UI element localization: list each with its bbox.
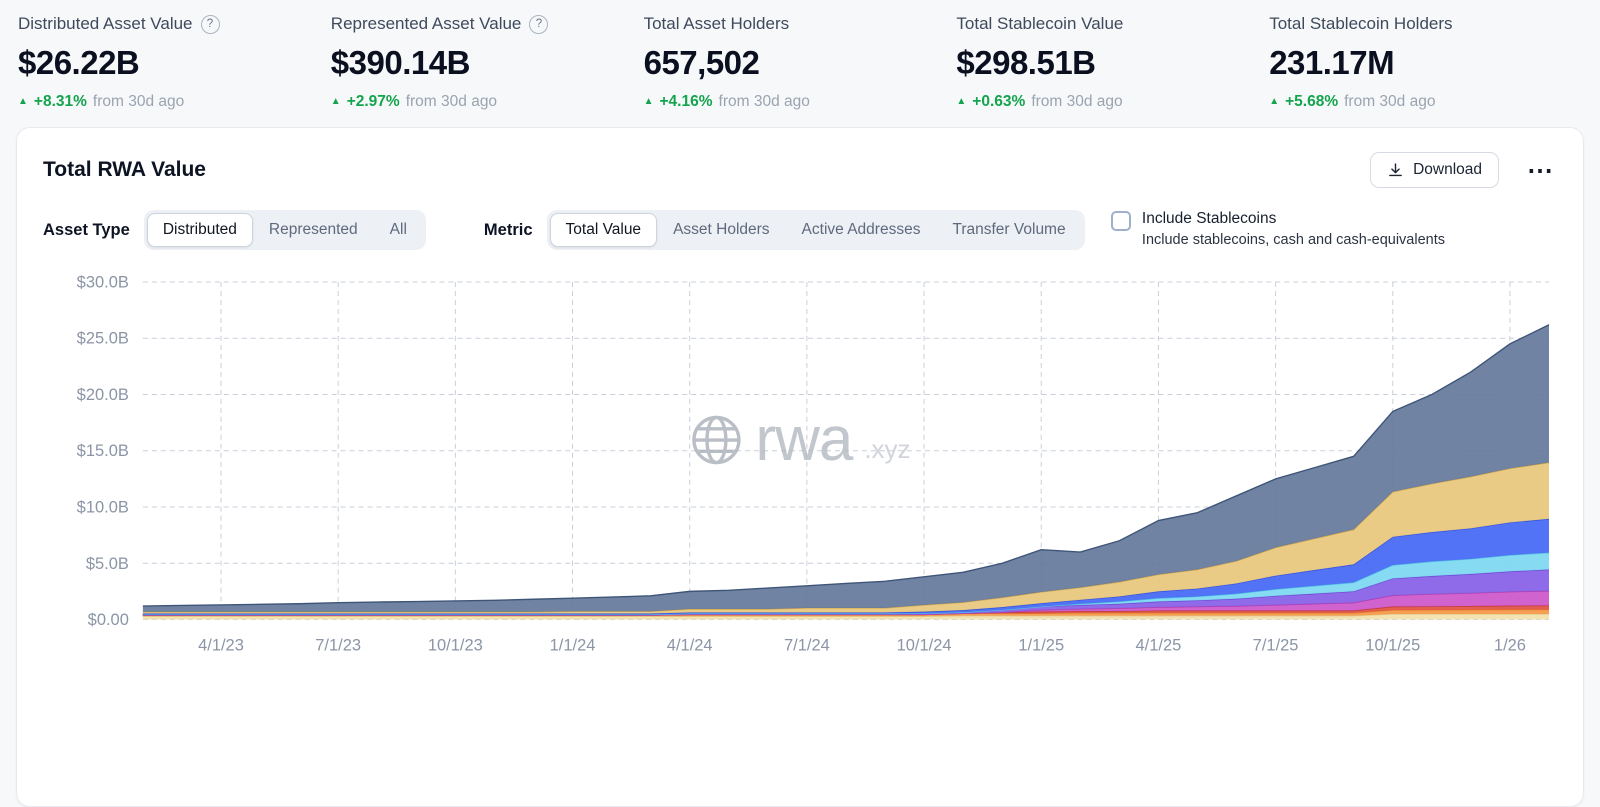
svg-text:7/1/25: 7/1/25 bbox=[1253, 636, 1299, 654]
more-options-button[interactable]: ⋯ bbox=[1523, 157, 1557, 183]
stat-value: 657,502 bbox=[643, 44, 760, 81]
stat-label: Represented Asset Value bbox=[330, 14, 522, 33]
svg-text:$5.0B: $5.0B bbox=[86, 555, 129, 573]
stat-label: Total Stablecoin Value bbox=[956, 14, 1124, 33]
delta-suffix: from 30d ago bbox=[718, 93, 810, 110]
metric-option-total-value[interactable]: Total Value bbox=[549, 213, 658, 247]
help-icon[interactable]: ? bbox=[200, 14, 220, 34]
delta-value: +4.16% bbox=[659, 93, 713, 110]
card-title: Total RWA Value bbox=[43, 158, 206, 181]
svg-text:4/1/24: 4/1/24 bbox=[667, 636, 713, 654]
stacked-area-chart[interactable]: $0.00 $5.0B $10.0B $15.0B $20.0B $25.0B $30.0B… bbox=[43, 268, 1557, 667]
metric-option-asset-holders[interactable]: Asset Holders bbox=[673, 221, 770, 238]
svg-text:1/26: 1/26 bbox=[1494, 636, 1526, 654]
stat-value: 231.17M bbox=[1269, 44, 1395, 81]
rwa-value-chart[interactable]: $0.00 $5.0B $10.0B $15.0B $20.0B $25.0B $30.0B… bbox=[43, 268, 1557, 667]
metric-segmented-control: Total Value Asset Holders Active Address… bbox=[546, 210, 1085, 250]
stat-distributed-asset-value: Distributed Asset Value ? $26.22B ▲ +8.3… bbox=[18, 14, 331, 111]
include-stablecoins-group: Include Stablecoins Include stablecoins,… bbox=[1110, 210, 1445, 248]
up-triangle-icon: ▲ bbox=[18, 96, 28, 107]
include-stablecoins-label[interactable]: Include Stablecoins bbox=[1141, 210, 1277, 227]
svg-text:10/1/23: 10/1/23 bbox=[428, 636, 483, 654]
delta-value: +0.63% bbox=[972, 93, 1026, 110]
card-header: Total RWA Value Download ⋯ bbox=[43, 152, 1557, 188]
stat-label: Total Asset Holders bbox=[643, 14, 790, 33]
asset-type-label: Asset Type bbox=[43, 220, 130, 239]
delta-suffix: from 30d ago bbox=[405, 93, 498, 110]
stat-delta: ▲ +2.97% from 30d ago bbox=[331, 93, 634, 111]
svg-text:10/1/25: 10/1/25 bbox=[1365, 636, 1420, 654]
svg-text:$10.0B: $10.0B bbox=[77, 499, 129, 517]
stat-delta: ▲ +5.68% from 30d ago bbox=[1269, 93, 1572, 111]
stat-value: $390.14B bbox=[330, 44, 471, 81]
svg-text:7/1/23: 7/1/23 bbox=[315, 636, 361, 654]
asset-type-segmented-control: Distributed Represented All bbox=[143, 210, 426, 250]
stat-value: $26.22B bbox=[18, 44, 140, 81]
stat-total-stablecoin-value: Total Stablecoin Value $298.51B ▲ +0.63%… bbox=[956, 14, 1269, 111]
delta-value: +5.68% bbox=[1285, 93, 1339, 110]
stat-value: $298.51B bbox=[956, 44, 1096, 81]
delta-suffix: from 30d ago bbox=[1344, 93, 1436, 110]
stat-total-asset-holders: Total Asset Holders 657,502 ▲ +4.16% fro… bbox=[644, 14, 957, 111]
up-triangle-icon: ▲ bbox=[330, 96, 341, 107]
svg-text:$15.0B: $15.0B bbox=[77, 442, 129, 460]
include-stablecoins-sublabel: Include stablecoins, cash and cash-equiv… bbox=[1141, 232, 1445, 248]
delta-value: +8.31% bbox=[33, 93, 87, 110]
download-icon bbox=[1389, 162, 1402, 176]
asset-type-option-all[interactable]: All bbox=[389, 221, 407, 238]
metric-option-active-addresses[interactable]: Active Addresses bbox=[801, 221, 921, 238]
help-icon[interactable]: ? bbox=[529, 14, 549, 34]
asset-type-filter-group: Asset Type Distributed Represented All bbox=[43, 210, 426, 250]
stats-row: Distributed Asset Value ? $26.22B ▲ +8.3… bbox=[0, 0, 1600, 111]
metric-label: Metric bbox=[483, 220, 533, 239]
svg-text:1/1/24: 1/1/24 bbox=[550, 636, 596, 654]
download-button[interactable]: Download bbox=[1370, 152, 1499, 188]
up-triangle-icon: ▲ bbox=[643, 96, 654, 107]
stat-label: Total Stablecoin Holders bbox=[1269, 14, 1453, 33]
delta-value: +2.97% bbox=[346, 93, 400, 110]
total-rwa-value-card: Total RWA Value Download ⋯ Asset Type Di… bbox=[16, 127, 1584, 807]
stat-delta: ▲ +0.63% from 30d ago bbox=[956, 93, 1259, 111]
stat-delta: ▲ +4.16% from 30d ago bbox=[644, 93, 947, 111]
svg-text:10/1/24: 10/1/24 bbox=[897, 636, 952, 654]
svg-text:$25.0B: $25.0B bbox=[77, 330, 129, 348]
stat-total-stablecoin-holders: Total Stablecoin Holders 231.17M ▲ +5.68… bbox=[1269, 14, 1582, 111]
asset-type-option-represented[interactable]: Represented bbox=[268, 221, 358, 238]
download-label: Download bbox=[1413, 161, 1482, 178]
stat-label: Distributed Asset Value bbox=[18, 14, 193, 33]
svg-text:4/1/25: 4/1/25 bbox=[1136, 636, 1182, 654]
svg-text:7/1/24: 7/1/24 bbox=[784, 636, 830, 654]
metric-option-transfer-volume[interactable]: Transfer Volume bbox=[952, 221, 1066, 238]
svg-text:$30.0B: $30.0B bbox=[77, 273, 129, 291]
svg-text:4/1/23: 4/1/23 bbox=[198, 636, 244, 654]
filter-row: Asset Type Distributed Represented All M… bbox=[43, 210, 1557, 250]
delta-suffix: from 30d ago bbox=[1031, 93, 1123, 110]
stat-represented-asset-value: Represented Asset Value ? $390.14B ▲ +2.… bbox=[331, 14, 644, 111]
asset-type-option-distributed[interactable]: Distributed bbox=[146, 213, 253, 247]
up-triangle-icon: ▲ bbox=[1269, 96, 1280, 107]
delta-suffix: from 30d ago bbox=[92, 93, 185, 110]
metric-filter-group: Metric Total Value Asset Holders Active … bbox=[484, 210, 1085, 250]
ellipsis-icon: ⋯ bbox=[1527, 155, 1553, 185]
svg-text:$0.00: $0.00 bbox=[88, 611, 129, 629]
stat-delta: ▲ +8.31% from 30d ago bbox=[18, 93, 321, 111]
include-stablecoins-checkbox[interactable] bbox=[1110, 211, 1131, 231]
svg-text:$20.0B: $20.0B bbox=[77, 386, 129, 404]
up-triangle-icon: ▲ bbox=[956, 96, 967, 107]
svg-text:1/1/25: 1/1/25 bbox=[1018, 636, 1064, 654]
